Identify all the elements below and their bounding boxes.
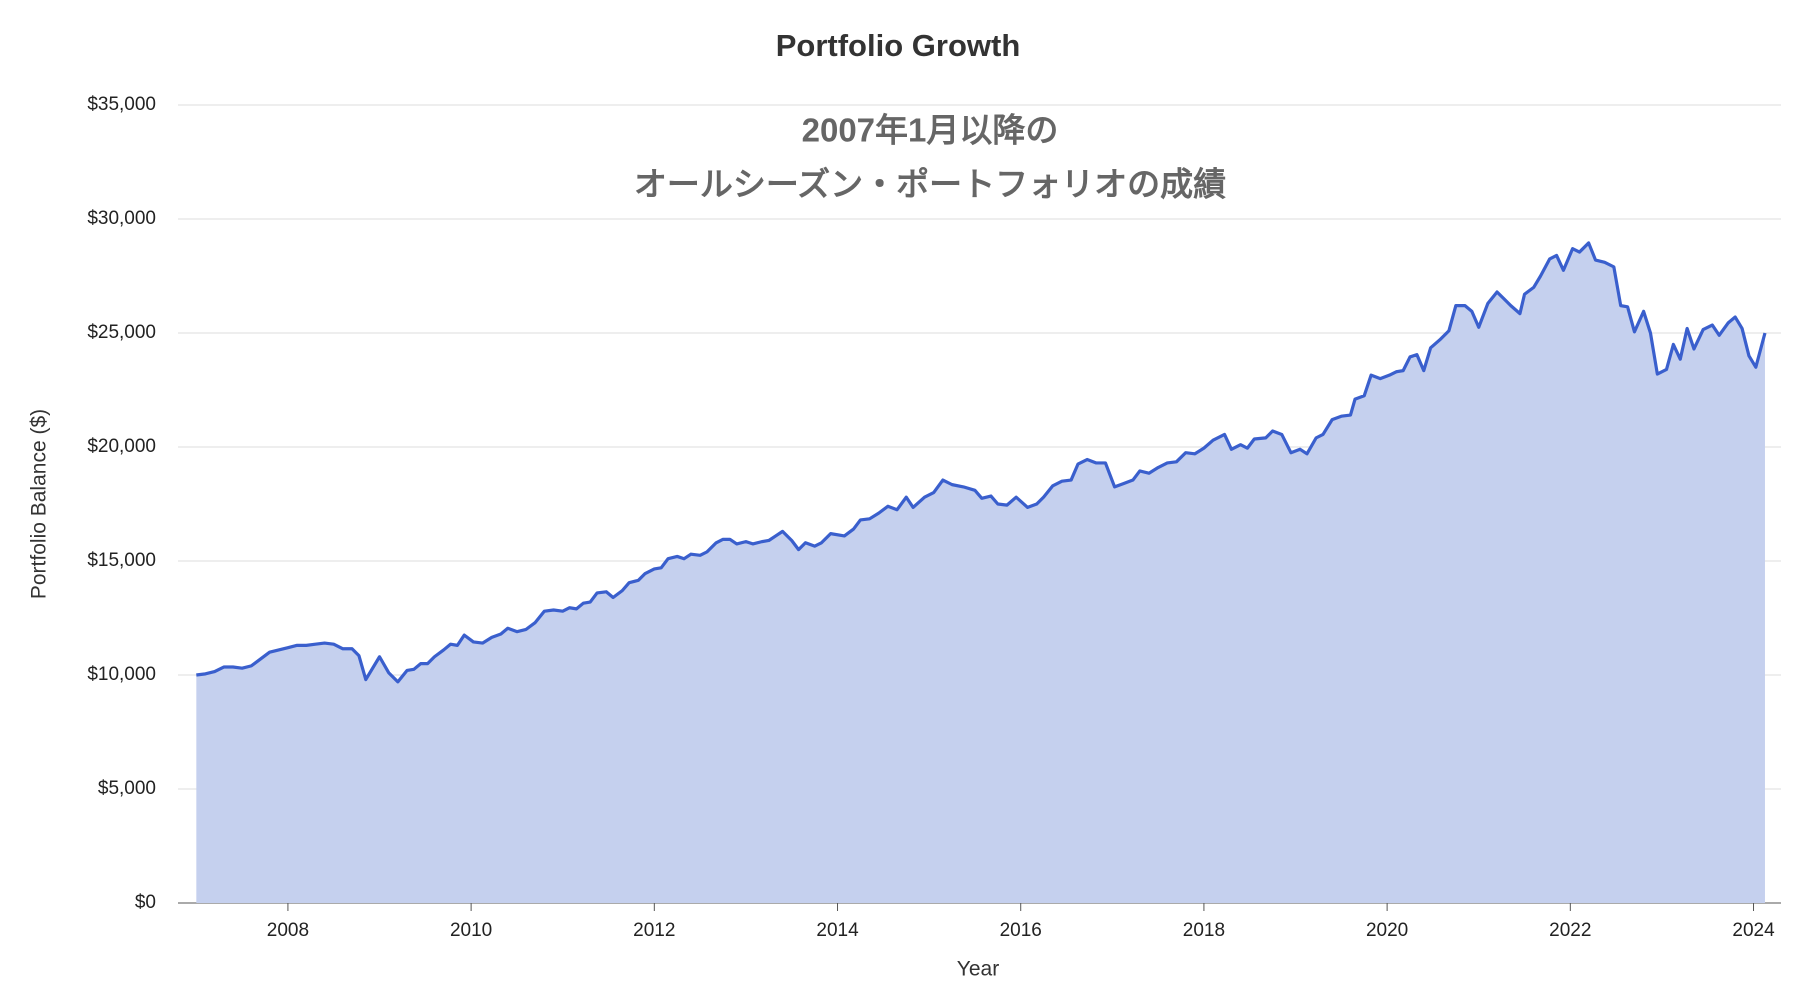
y-axis-label: Portfolio Balance ($) — [28, 409, 51, 599]
x-tick-label: 2024 — [1732, 920, 1775, 941]
line — [196, 241, 1767, 684]
x-tick-label: 2012 — [633, 920, 675, 941]
y-tick-label: $30,000 — [87, 208, 156, 229]
x-tick-label: 2020 — [1366, 920, 1408, 941]
area-fill — [196, 242, 1765, 903]
y-tick-label: $15,000 — [87, 550, 156, 571]
subtitle: オールシーズン・ポートフォリオの成績 — [634, 166, 1226, 203]
x-tick-label: 2010 — [450, 920, 492, 941]
y-tick-label: $5,000 — [98, 778, 156, 799]
y-tick-label: $0 — [135, 892, 156, 913]
plot — [196, 241, 1767, 903]
y-tick-label: $35,000 — [87, 94, 156, 115]
x-axis-label: Year — [957, 958, 999, 981]
x-tick-label: 2018 — [1183, 920, 1225, 941]
x-tick-label: 2016 — [1000, 920, 1042, 941]
x-tick-label: 2022 — [1549, 920, 1591, 941]
x-tick-label: 2014 — [816, 920, 859, 941]
y-tick-label: $10,000 — [87, 664, 156, 685]
y-tick-label: $25,000 — [87, 322, 156, 343]
chart-title: Portfolio Growth — [776, 28, 1021, 63]
subtitle: 2007年1月以降の — [802, 112, 1059, 149]
y-tick-label: $20,000 — [87, 436, 156, 457]
x-tick-label: 2008 — [267, 920, 309, 941]
